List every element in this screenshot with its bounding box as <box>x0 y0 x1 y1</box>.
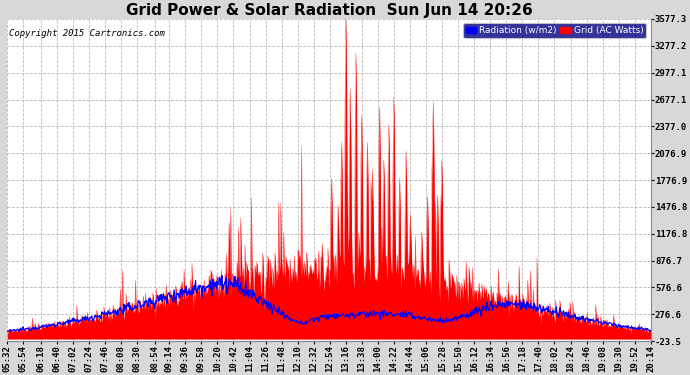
Legend: Radiation (w/m2), Grid (AC Watts): Radiation (w/m2), Grid (AC Watts) <box>463 24 647 38</box>
Title: Grid Power & Solar Radiation  Sun Jun 14 20:26: Grid Power & Solar Radiation Sun Jun 14 … <box>126 3 533 18</box>
Text: Copyright 2015 Cartronics.com: Copyright 2015 Cartronics.com <box>8 28 164 38</box>
